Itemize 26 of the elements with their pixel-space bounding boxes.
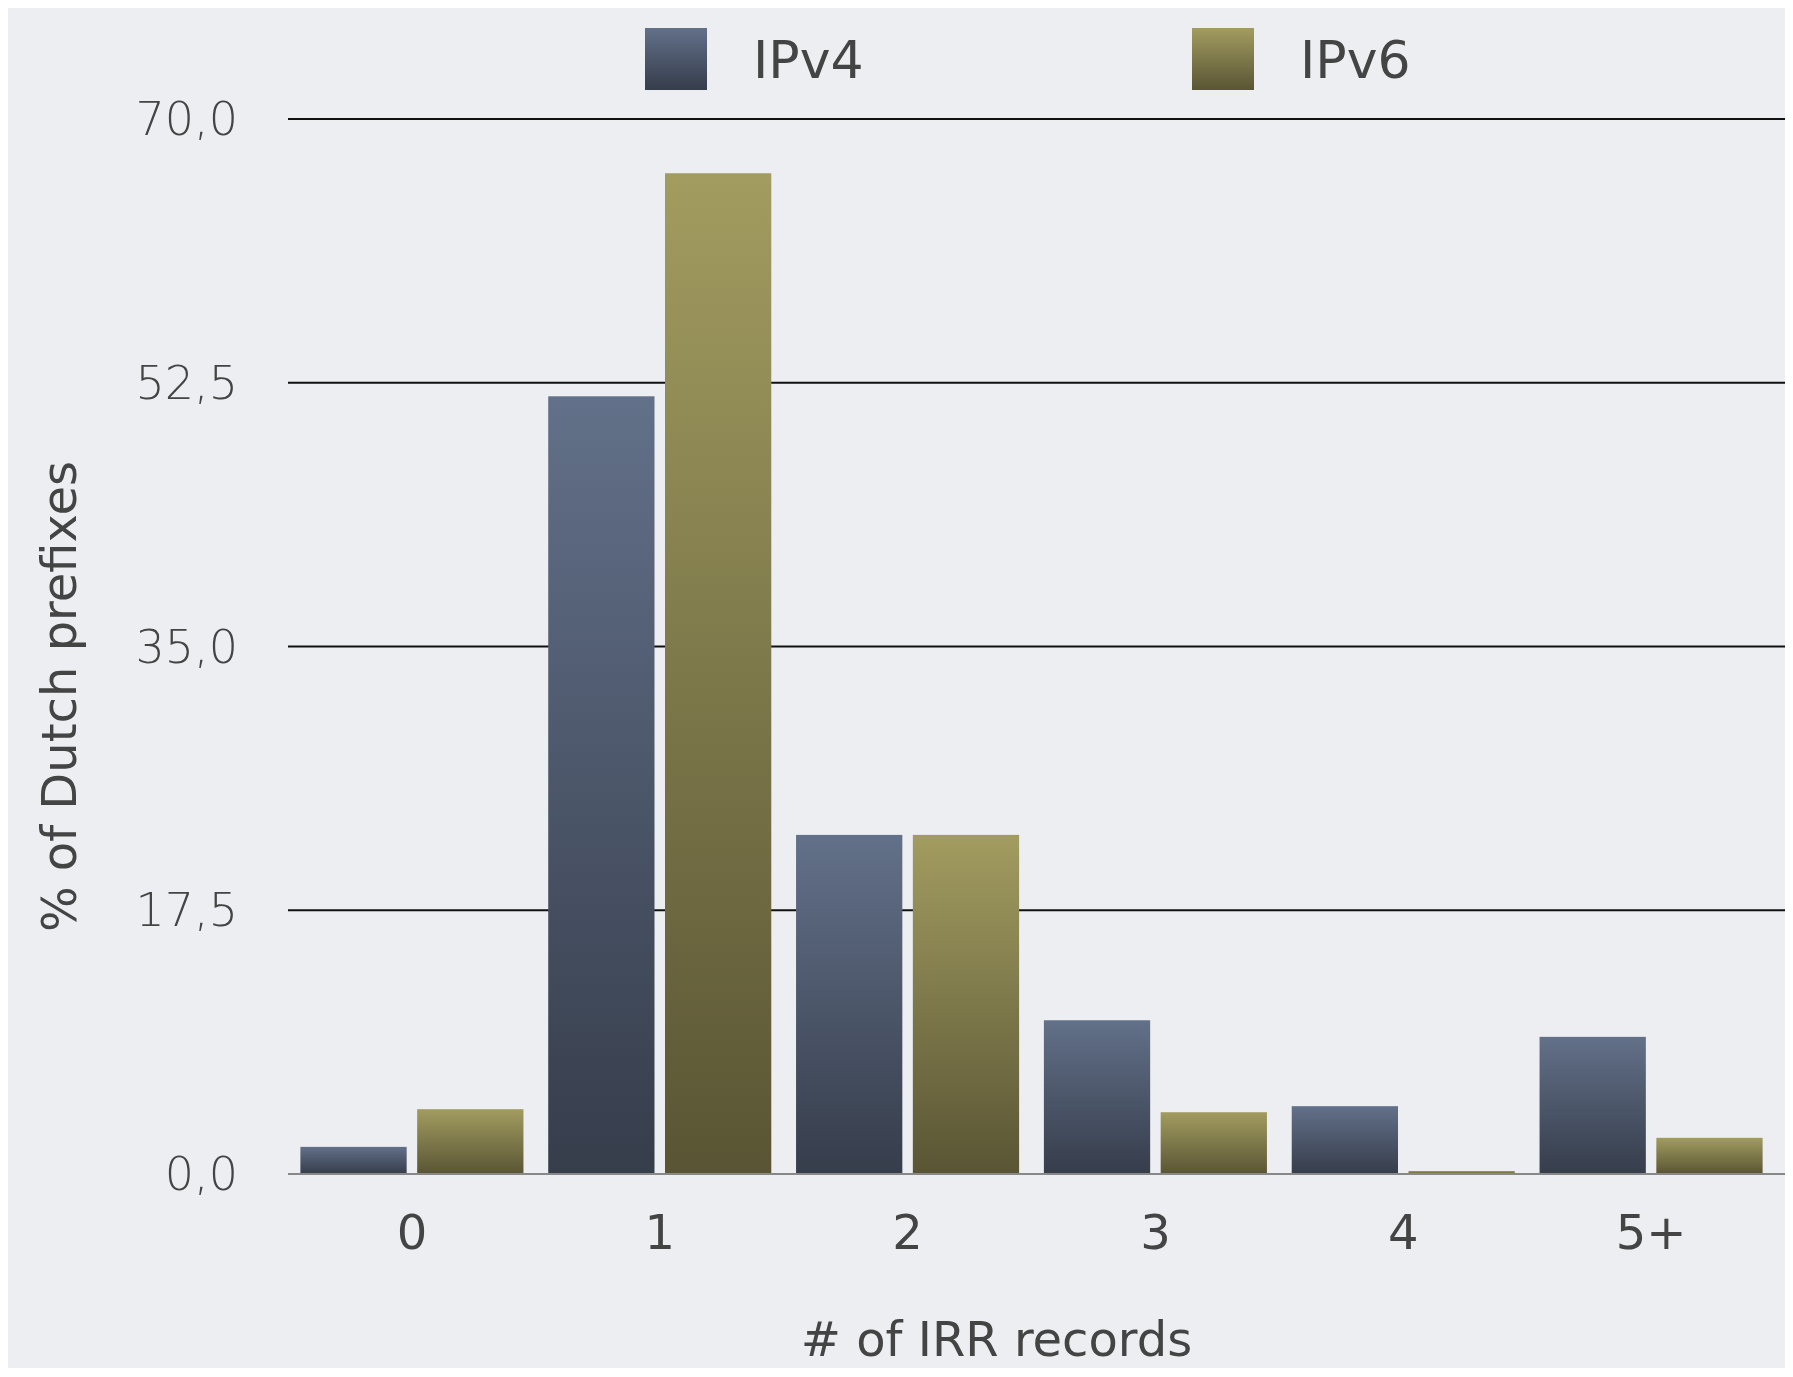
y-tick-label: 52,5	[135, 355, 238, 410]
x-tick-label: 1	[644, 1204, 676, 1260]
bar	[1539, 1036, 1646, 1174]
bar	[417, 1109, 524, 1174]
x-tick-label: 3	[1140, 1204, 1171, 1260]
bar	[1043, 1020, 1151, 1174]
y-tick-label: 35,0	[135, 619, 238, 674]
legend-label: IPv6	[1300, 30, 1411, 91]
y-tick-label: 70,0	[135, 92, 238, 147]
y-tick-label: 17,5	[135, 883, 238, 938]
bar	[912, 834, 1020, 1174]
x-tick-label: 2	[892, 1204, 923, 1260]
x-tick-label: 0	[396, 1204, 428, 1260]
x-tick-label: 5+	[1615, 1204, 1687, 1260]
x-tick-label: 4	[1387, 1204, 1419, 1260]
bar	[665, 173, 772, 1174]
bar	[796, 834, 903, 1174]
y-tick-label: 0,0	[164, 1147, 238, 1202]
bar	[548, 396, 655, 1174]
bar	[1160, 1112, 1267, 1174]
bar	[300, 1146, 407, 1174]
y-axis-title: % of Dutch prefixes	[31, 460, 87, 933]
bar	[1656, 1137, 1763, 1174]
bar	[1291, 1106, 1398, 1174]
legend-label: IPv4	[753, 30, 864, 91]
x-axis-title: # of IRR records	[800, 1311, 1193, 1367]
